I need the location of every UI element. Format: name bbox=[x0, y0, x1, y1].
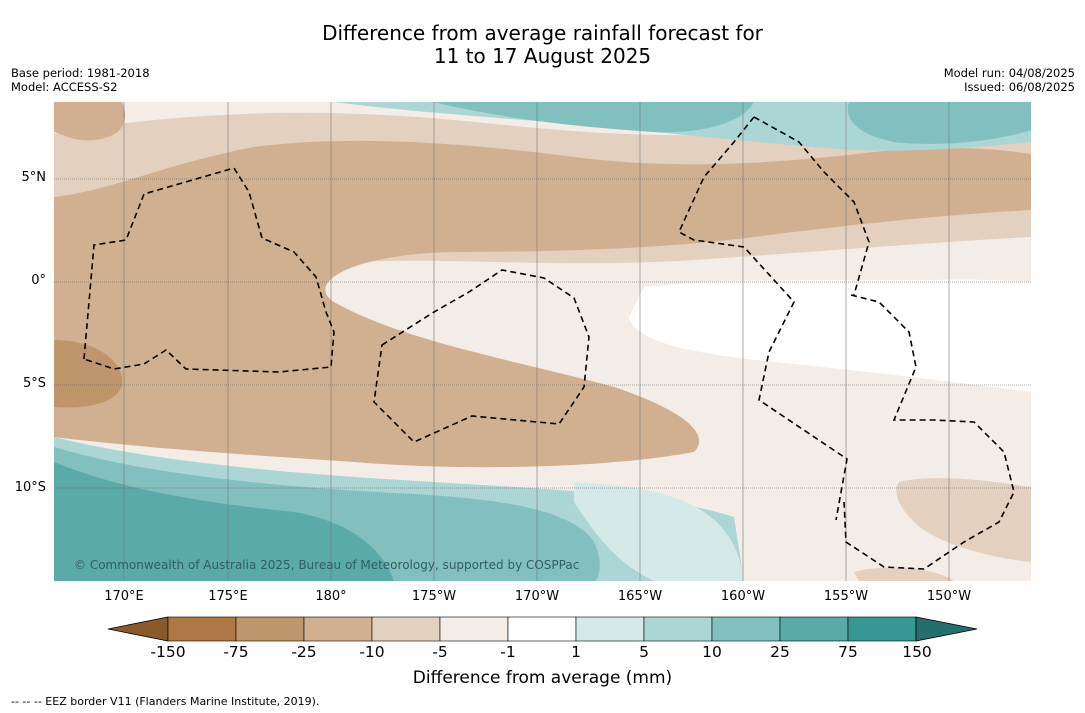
lon-label-180: 180° bbox=[315, 589, 347, 604]
title-line-1: Difference from average rainfall forecas… bbox=[322, 21, 763, 45]
lat-label-10s: 10°S bbox=[14, 480, 46, 495]
contour-tan-upper-left bbox=[54, 102, 126, 141]
colorbar bbox=[107, 616, 978, 642]
eez-borders bbox=[83, 116, 1015, 570]
lat-label-0: 0° bbox=[31, 273, 46, 288]
contour-darker-left bbox=[54, 340, 123, 408]
colorbar-segment bbox=[235, 616, 305, 642]
lon-label-170e: 170°E bbox=[104, 589, 144, 604]
contour-white-east bbox=[629, 279, 1031, 392]
lon-label-175w: 175°W bbox=[411, 589, 457, 604]
cbar-tick-75: 75 bbox=[838, 643, 858, 661]
cbar-tick-neg25: -25 bbox=[291, 643, 317, 661]
colorbar-extend-high bbox=[915, 616, 978, 642]
eez-border-kiribati-gilberts bbox=[83, 167, 335, 373]
lat-label-5n: 5°N bbox=[21, 170, 47, 185]
base-period: Base period: 1981-2018 bbox=[11, 66, 150, 80]
colorbar-segment bbox=[371, 616, 441, 642]
cbar-tick-neg1: -1 bbox=[500, 643, 516, 661]
contour-tan-southeast bbox=[896, 478, 1031, 562]
colorbar-segment bbox=[847, 616, 917, 642]
lon-label-150w: 150°W bbox=[926, 589, 972, 604]
contour-tan-bottom-right bbox=[854, 567, 954, 581]
lon-label-170w: 170°W bbox=[514, 589, 560, 604]
contour-teal-bottom-lightest bbox=[574, 482, 744, 581]
title-line-2: 11 to 17 August 2025 bbox=[433, 44, 652, 68]
lon-label-155w: 155°W bbox=[823, 589, 869, 604]
rainfall-map bbox=[54, 102, 1031, 581]
colorbar-segment bbox=[167, 616, 237, 642]
model-name: Model: ACCESS-S2 bbox=[11, 80, 118, 94]
eez-border-phoenix bbox=[373, 269, 590, 443]
contour-teal-bottom-dark bbox=[54, 462, 394, 581]
graticule-lon bbox=[123, 102, 950, 581]
colorbar-segment bbox=[779, 616, 849, 642]
lat-label-5s: 5°S bbox=[22, 376, 46, 391]
graticule bbox=[54, 178, 1031, 489]
eez-footnote: -- -- -- EEZ border V11 (Flanders Marine… bbox=[11, 695, 320, 708]
cbar-tick-neg10: -10 bbox=[359, 643, 385, 661]
copyright-notice: © Commonwealth of Australia 2025, Bureau… bbox=[74, 558, 580, 572]
eez-border-line-islands bbox=[677, 116, 848, 521]
cbar-tick-5: 5 bbox=[639, 643, 649, 661]
colorbar-title: Difference from average (mm) bbox=[412, 668, 673, 688]
cbar-tick-neg75: -75 bbox=[223, 643, 249, 661]
cbar-tick-neg5: -5 bbox=[432, 643, 448, 661]
colorbar-segment bbox=[643, 616, 713, 642]
lon-label-175e: 175°E bbox=[208, 589, 248, 604]
colorbar-segment bbox=[575, 616, 645, 642]
contour-teal-top-right bbox=[847, 102, 1031, 144]
cbar-tick-25: 25 bbox=[770, 643, 790, 661]
eez-border-line-islands-north bbox=[753, 116, 870, 296]
lon-label-160w: 160°W bbox=[720, 589, 766, 604]
contour-tan-main bbox=[54, 140, 1031, 468]
map-svg bbox=[54, 102, 1031, 581]
cbar-tick-150: 150 bbox=[902, 643, 932, 661]
colorbar-segment bbox=[507, 616, 577, 642]
colorbar-segment bbox=[303, 616, 373, 642]
map-title: Difference from average rainfall forecas… bbox=[0, 22, 1085, 68]
colorbar-segment bbox=[711, 616, 781, 642]
lon-label-165w: 165°W bbox=[617, 589, 663, 604]
cbar-tick-10: 10 bbox=[702, 643, 722, 661]
model-run: Model run: 04/08/2025 bbox=[943, 66, 1075, 80]
meta-right: Model run: 04/08/2025 Issued: 06/08/2025 bbox=[944, 66, 1075, 94]
colorbar-segment bbox=[439, 616, 509, 642]
colorbar-extend-low bbox=[107, 616, 169, 642]
issued-date: Issued: 06/08/2025 bbox=[964, 80, 1075, 94]
meta-left: Base period: 1981-2018 Model: ACCESS-S2 bbox=[11, 66, 150, 94]
eez-border-east bbox=[843, 294, 1015, 570]
cbar-tick-neg150: -150 bbox=[150, 643, 186, 661]
cbar-tick-1: 1 bbox=[571, 643, 581, 661]
contour-teal-top-mid bbox=[434, 102, 754, 133]
